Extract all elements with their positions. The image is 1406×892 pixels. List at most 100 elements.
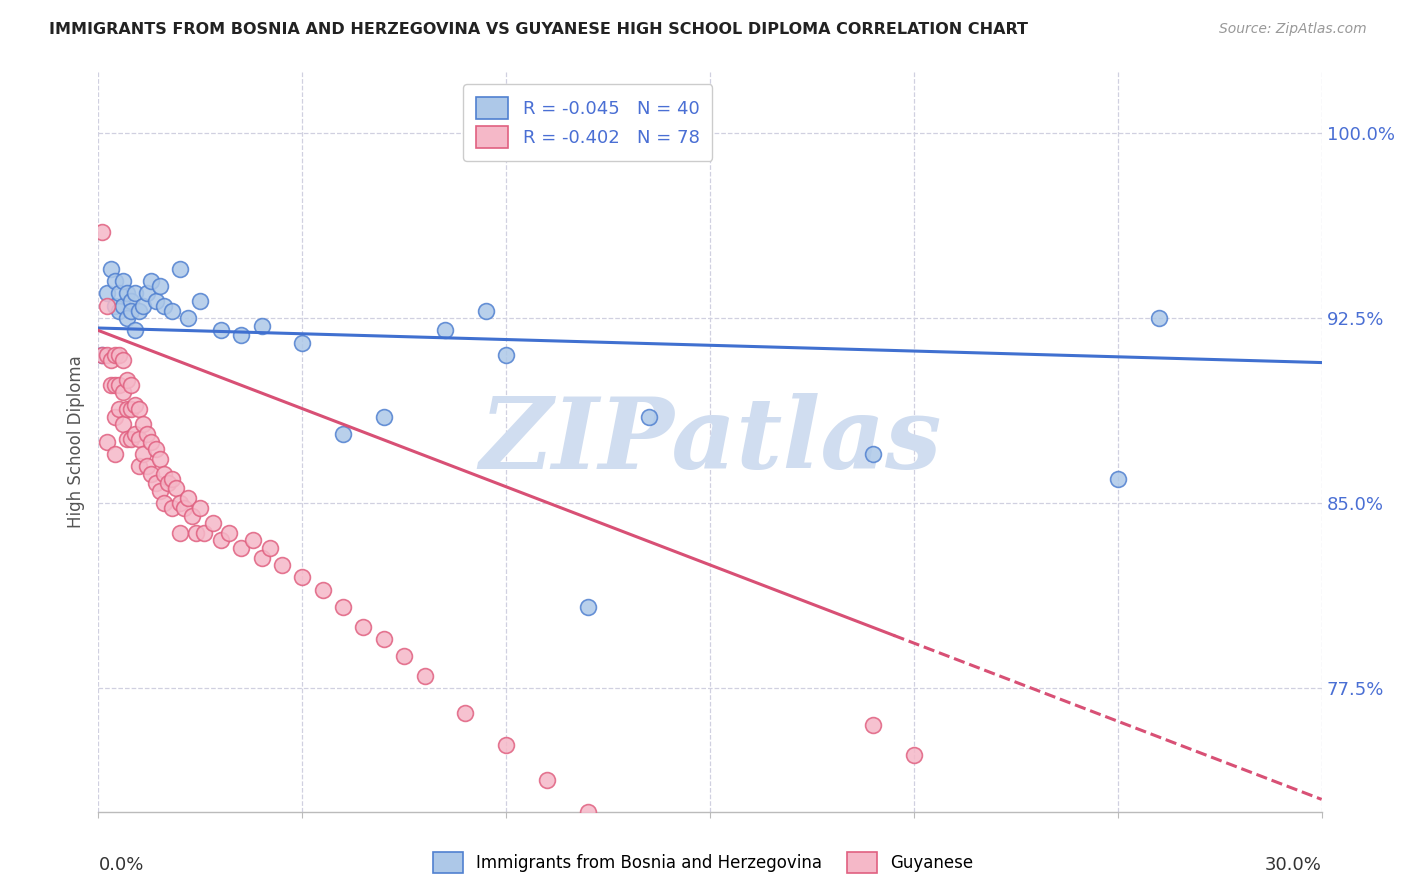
Point [108,377,131,392]
Point [270,558,294,572]
Point [474,303,498,318]
Point [104,447,127,461]
Point [188,293,212,308]
Text: Source: ZipAtlas.com: Source: ZipAtlas.com [1219,22,1367,37]
Point [100,261,122,276]
Point [373,409,395,424]
Point [91,348,114,362]
Point [169,261,191,276]
Point [124,427,146,442]
Point [352,619,374,633]
Y-axis label: High School Diploma: High School Diploma [66,355,84,528]
Point [111,385,134,400]
Point [96,434,118,449]
Point [136,286,159,301]
Point [250,550,273,565]
Point [115,402,138,417]
Point [1147,311,1170,326]
Legend: R = -0.045   N = 40, R = -0.402   N = 78: R = -0.045 N = 40, R = -0.402 N = 78 [463,84,713,161]
Point [637,409,661,424]
Point [96,286,118,301]
Point [152,299,174,313]
Point [149,483,172,498]
Point [454,706,477,720]
Point [128,303,150,318]
Point [576,805,599,819]
Point [188,501,212,516]
Point [104,299,127,313]
Point [231,328,253,343]
Point [209,323,232,337]
Text: IMMIGRANTS FROM BOSNIA AND HERZEGOVINA VS GUYANESE HIGH SCHOOL DIPLOMA CORRELATI: IMMIGRANTS FROM BOSNIA AND HERZEGOVINA V… [49,22,1028,37]
Point [136,427,159,442]
Point [658,866,681,880]
Point [434,323,457,337]
Point [160,303,183,318]
Point [193,525,215,540]
Point [617,842,640,856]
Point [120,293,142,308]
Point [576,599,599,614]
Point [242,533,264,548]
Point [173,501,195,516]
Point [108,348,131,362]
Point [332,599,354,614]
Point [128,432,150,446]
Point [100,353,122,368]
Point [108,402,131,417]
Point [413,669,436,683]
Point [145,476,167,491]
Text: 0.0%: 0.0% [98,856,143,874]
Point [120,432,142,446]
Point [141,274,163,288]
Point [132,447,155,461]
Point [115,432,138,446]
Point [132,417,155,432]
Point [111,353,134,368]
Point [120,402,142,417]
Text: 30.0%: 30.0% [1265,856,1322,874]
Point [332,427,354,442]
Point [231,541,253,555]
Point [132,299,155,313]
Point [862,447,884,461]
Point [291,335,314,350]
Point [91,225,114,239]
Point [96,348,118,362]
Point [536,772,558,787]
Point [128,402,150,417]
Point [156,476,179,491]
Point [177,311,200,326]
Point [115,311,138,326]
Point [186,525,208,540]
Point [141,467,163,481]
Point [104,409,127,424]
Point [218,525,240,540]
Point [152,496,174,510]
Point [104,377,127,392]
Point [169,525,191,540]
Point [165,482,187,496]
Point [160,501,183,516]
Point [903,747,925,762]
Point [111,417,134,432]
Point [291,570,314,584]
Point [149,279,172,293]
Point [160,471,183,485]
Point [152,467,174,481]
Text: ZIPatlas: ZIPatlas [479,393,941,490]
Point [1107,471,1129,485]
Point [96,299,118,313]
Point [115,373,138,387]
Point [373,632,395,646]
Point [108,286,131,301]
Point [124,286,146,301]
Point [104,274,127,288]
Point [108,303,131,318]
Point [128,459,150,474]
Point [91,348,114,362]
Point [177,491,200,506]
Point [141,434,163,449]
Point [201,516,224,530]
Point [120,303,142,318]
